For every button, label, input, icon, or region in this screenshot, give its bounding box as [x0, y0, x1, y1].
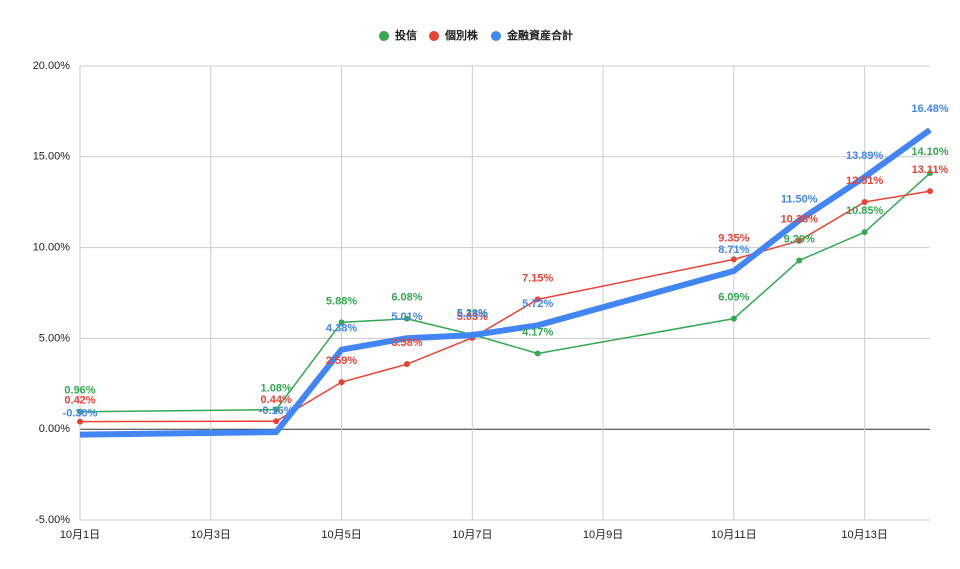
- data-point: [730, 315, 737, 322]
- data-label: 12.51%: [846, 175, 884, 187]
- data-label: 4.38%: [326, 323, 357, 335]
- data-label: 0.44%: [261, 394, 292, 406]
- data-point: [796, 237, 803, 244]
- x-tick-label: 10月11日: [711, 529, 757, 541]
- data-point: [861, 229, 868, 236]
- data-label: 13.11%: [912, 164, 949, 176]
- data-label: 2.59%: [326, 355, 357, 367]
- data-label: 5.18%: [457, 308, 488, 320]
- y-tick-label: 5.00%: [39, 332, 70, 344]
- data-label: 4.17%: [522, 326, 553, 338]
- data-label: 8.71%: [718, 244, 749, 256]
- legend-swatch: [491, 31, 501, 41]
- data-point: [796, 257, 803, 264]
- data-label: 1.08%: [261, 382, 292, 394]
- data-point: [730, 256, 737, 263]
- data-label: 0.42%: [64, 394, 95, 406]
- data-label: 9.29%: [784, 233, 815, 245]
- data-point: [927, 188, 933, 195]
- x-tick-label: 10月9日: [583, 529, 623, 541]
- legend-label: 投信: [395, 28, 417, 42]
- data-point: [273, 418, 280, 425]
- data-point: [338, 319, 345, 326]
- data-label: 5.72%: [522, 298, 553, 310]
- data-point: [273, 406, 280, 413]
- data-label: 10.38%: [781, 214, 819, 226]
- y-tick-label: 0.00%: [39, 423, 70, 435]
- data-point: [927, 170, 933, 177]
- data-label: 5.01%: [391, 311, 422, 323]
- data-label: 5.21%: [457, 307, 488, 319]
- x-tick-label: 10月5日: [321, 529, 361, 541]
- data-label: 7.15%: [522, 272, 553, 284]
- data-label: 11.50%: [781, 193, 818, 205]
- data-label: 5.03%: [457, 311, 488, 323]
- data-point: [534, 350, 541, 357]
- data-label: 14.10%: [911, 146, 949, 158]
- data-label: 16.48%: [911, 103, 949, 115]
- data-point: [338, 379, 345, 386]
- series-line: [79, 127, 932, 438]
- data-point: [403, 361, 410, 368]
- legend-swatch: [379, 31, 389, 41]
- data-point: [861, 199, 868, 206]
- y-tick-label: 20.00%: [33, 60, 71, 72]
- y-tick-label: 15.00%: [33, 151, 71, 163]
- data-label: 10.85%: [846, 205, 884, 217]
- x-tick-label: 10月3日: [191, 529, 231, 541]
- data-label: 6.08%: [391, 292, 422, 304]
- legend-swatch: [429, 31, 439, 41]
- data-point: [403, 315, 410, 322]
- x-tick-label: 10月13日: [841, 529, 887, 541]
- data-point: [77, 418, 83, 425]
- data-point: [534, 296, 541, 303]
- data-label: 5.88%: [326, 295, 357, 307]
- x-tick-label: 10月7日: [452, 529, 492, 541]
- x-tick-label: 10月1日: [60, 529, 100, 541]
- data-label: -0.30%: [63, 408, 98, 420]
- data-label: 13.89%: [846, 150, 884, 162]
- data-label: 9.35%: [718, 232, 749, 244]
- data-label: 3.58%: [391, 337, 422, 349]
- data-label: -0.16%: [259, 405, 294, 417]
- data-label: 0.96%: [64, 385, 95, 397]
- data-point: [77, 408, 83, 415]
- legend-label: 金融資産合計: [506, 28, 573, 42]
- data-label: 6.09%: [718, 292, 749, 304]
- y-tick-label: 10.00%: [33, 242, 71, 254]
- legend-label: 個別株: [444, 28, 479, 42]
- y-tick-label: -5.00%: [35, 514, 70, 526]
- series-line: [79, 172, 931, 413]
- series-line: [79, 190, 931, 423]
